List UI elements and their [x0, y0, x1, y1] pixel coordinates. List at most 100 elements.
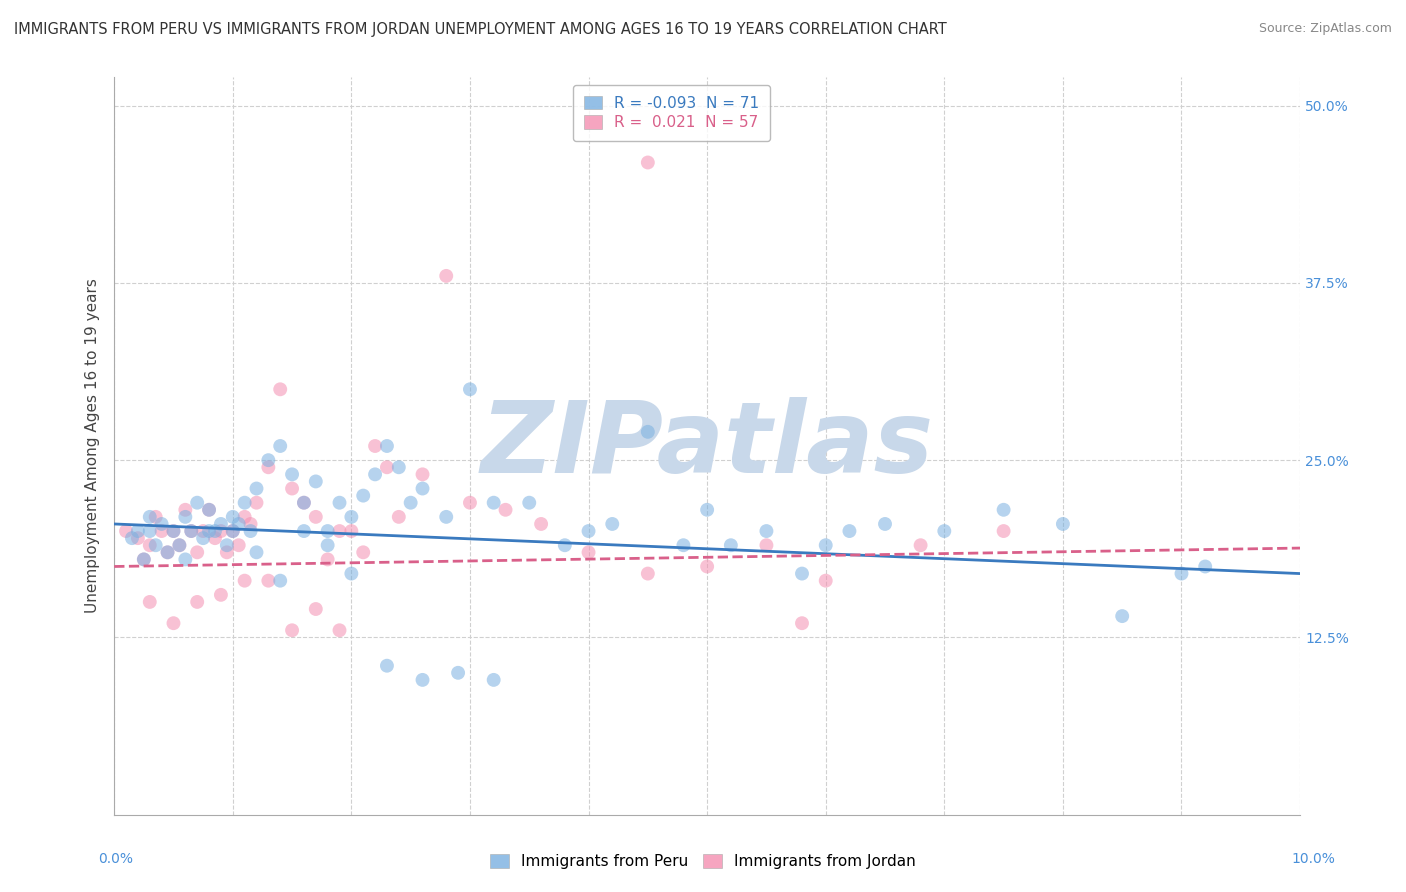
Point: [281, 482, 304, 496]
Y-axis label: Unemployment Among Ages 16 to 19 years: Unemployment Among Ages 16 to 19 years: [86, 278, 100, 614]
Point: [139, 538, 162, 552]
Point: [375, 658, 398, 673]
Point: [755, 538, 778, 552]
Point: [269, 382, 291, 396]
Point: [191, 531, 214, 545]
Point: [245, 545, 267, 559]
Point: [127, 524, 149, 538]
Point: [239, 516, 262, 531]
Point: [162, 524, 184, 538]
Point: [127, 531, 149, 545]
Point: [495, 503, 517, 517]
Point: [352, 545, 374, 559]
Point: [328, 524, 350, 538]
Point: [222, 524, 245, 538]
Point: [340, 509, 363, 524]
Point: [388, 460, 411, 475]
Text: ZIPatlas: ZIPatlas: [481, 398, 934, 494]
Point: [215, 538, 238, 552]
Point: [316, 552, 339, 566]
Point: [233, 496, 256, 510]
Point: [305, 602, 328, 616]
Text: 10.0%: 10.0%: [1292, 852, 1336, 866]
Point: [228, 538, 250, 552]
Point: [517, 496, 540, 510]
Point: [139, 524, 162, 538]
Point: [434, 509, 457, 524]
Point: [305, 475, 328, 489]
Point: [993, 524, 1015, 538]
Point: [191, 524, 214, 538]
Point: [412, 482, 434, 496]
Point: [1194, 559, 1216, 574]
Point: [993, 503, 1015, 517]
Point: [169, 538, 191, 552]
Legend: R = -0.093  N = 71, R =  0.021  N = 57: R = -0.093 N = 71, R = 0.021 N = 57: [574, 85, 770, 141]
Point: [814, 574, 837, 588]
Text: Source: ZipAtlas.com: Source: ZipAtlas.com: [1258, 22, 1392, 36]
Point: [910, 538, 932, 552]
Point: [720, 538, 742, 552]
Point: [482, 496, 505, 510]
Point: [578, 545, 600, 559]
Point: [873, 516, 896, 531]
Point: [388, 509, 411, 524]
Point: [364, 439, 387, 453]
Point: [458, 382, 481, 396]
Point: [204, 524, 226, 538]
Point: [132, 552, 155, 566]
Point: [352, 489, 374, 503]
Point: [696, 503, 718, 517]
Point: [637, 566, 659, 581]
Point: [233, 509, 256, 524]
Point: [637, 155, 659, 169]
Point: [790, 566, 813, 581]
Point: [186, 545, 208, 559]
Point: [447, 665, 470, 680]
Point: [412, 467, 434, 482]
Point: [328, 496, 350, 510]
Point: [209, 588, 232, 602]
Point: [934, 524, 956, 538]
Point: [412, 673, 434, 687]
Point: [755, 524, 778, 538]
Point: [292, 496, 315, 510]
Point: [198, 503, 221, 517]
Point: [340, 524, 363, 538]
Point: [696, 559, 718, 574]
Point: [162, 616, 184, 631]
Point: [174, 552, 197, 566]
Point: [1052, 516, 1074, 531]
Point: [198, 503, 221, 517]
Point: [1111, 609, 1133, 624]
Point: [530, 516, 553, 531]
Text: 0.0%: 0.0%: [98, 852, 134, 866]
Point: [637, 425, 659, 439]
Point: [814, 538, 837, 552]
Point: [198, 524, 221, 538]
Point: [399, 496, 422, 510]
Point: [115, 524, 138, 538]
Point: [174, 503, 197, 517]
Text: IMMIGRANTS FROM PERU VS IMMIGRANTS FROM JORDAN UNEMPLOYMENT AMONG AGES 16 TO 19 : IMMIGRANTS FROM PERU VS IMMIGRANTS FROM …: [14, 22, 946, 37]
Point: [340, 566, 363, 581]
Point: [150, 524, 173, 538]
Point: [269, 574, 291, 588]
Point: [180, 524, 202, 538]
Point: [257, 460, 280, 475]
Point: [139, 595, 162, 609]
Point: [209, 516, 232, 531]
Point: [292, 524, 315, 538]
Point: [257, 574, 280, 588]
Point: [156, 545, 179, 559]
Point: [328, 624, 350, 638]
Point: [600, 516, 623, 531]
Point: [209, 524, 232, 538]
Point: [790, 616, 813, 631]
Point: [132, 552, 155, 566]
Point: [233, 574, 256, 588]
Point: [245, 496, 267, 510]
Point: [222, 524, 245, 538]
Point: [204, 531, 226, 545]
Point: [239, 524, 262, 538]
